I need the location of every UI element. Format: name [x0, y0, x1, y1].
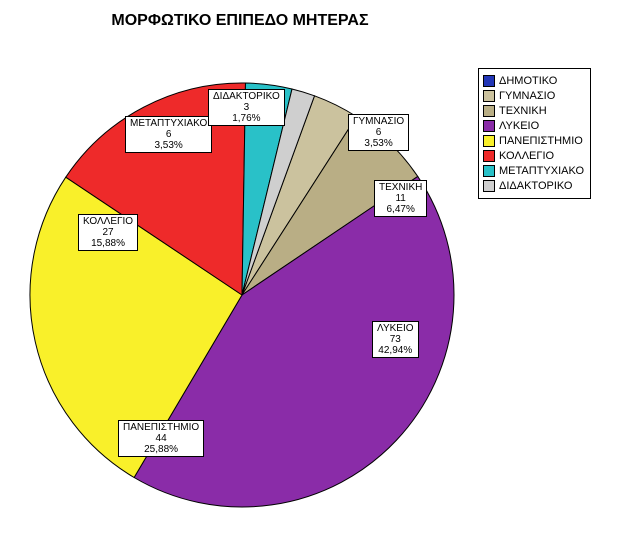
- slice-name: ΤΕΧΝΙΚΗ: [379, 182, 422, 193]
- slice-name: ΛΥΚΕΙΟ: [377, 323, 414, 334]
- slice-count: 27: [83, 227, 133, 238]
- legend-item: ΤΕΧΝΙΚΗ: [483, 104, 584, 118]
- legend-swatch: [483, 150, 495, 162]
- legend-item: ΚΟΛΛΕΓΙΟ: [483, 149, 584, 163]
- slice-percent: 15,88%: [83, 238, 133, 249]
- legend-label: ΔΗΜΟΤΙΚΟ: [499, 74, 557, 88]
- legend-swatch: [483, 180, 495, 192]
- legend-label: ΤΕΧΝΙΚΗ: [499, 104, 547, 118]
- slice-count: 6: [353, 127, 404, 138]
- slice-name: ΔΙΔΑΚΤΟΡΙΚΟ: [213, 91, 280, 102]
- slice-percent: 25,88%: [123, 444, 199, 455]
- slice-label-metaptyxiako: ΜΕΤΑΠΤΥΧΙΑΚΟ 6 3,53%: [125, 116, 212, 153]
- legend-swatch: [483, 135, 495, 147]
- slice-label-didaktoriko: ΔΙΔΑΚΤΟΡΙΚΟ 3 1,76%: [208, 89, 285, 126]
- slice-percent: 3,53%: [353, 138, 404, 149]
- legend-item: ΔΗΜΟΤΙΚΟ: [483, 74, 584, 88]
- legend-swatch: [483, 165, 495, 177]
- slice-percent: 42,94%: [377, 345, 414, 356]
- slice-count: 6: [130, 129, 207, 140]
- slice-name: ΜΕΤΑΠΤΥΧΙΑΚΟ: [130, 118, 207, 129]
- legend-label: ΚΟΛΛΕΓΙΟ: [499, 149, 554, 163]
- slice-count: 11: [379, 193, 422, 204]
- slice-percent: 1,76%: [213, 113, 280, 124]
- slice-percent: 3,53%: [130, 140, 207, 151]
- legend: ΔΗΜΟΤΙΚΟ ΓΥΜΝΑΣΙΟ ΤΕΧΝΙΚΗ ΛΥΚΕΙΟ ΠΑΝΕΠΙΣ…: [478, 68, 591, 199]
- slice-label-texniki: ΤΕΧΝΙΚΗ 11 6,47%: [374, 180, 427, 217]
- legend-label: ΛΥΚΕΙΟ: [499, 119, 539, 133]
- pie-chart: ΓΥΜΝΑΣΙΟ 6 3,53% ΤΕΧΝΙΚΗ 11 6,47% ΛΥΚΕΙΟ…: [22, 40, 462, 520]
- legend-item: ΛΥΚΕΙΟ: [483, 119, 584, 133]
- slice-name: ΓΥΜΝΑΣΙΟ: [353, 116, 404, 127]
- slice-name: ΠΑΝΕΠΙΣΤΗΜΙΟ: [123, 422, 199, 433]
- slice-label-lykeio: ΛΥΚΕΙΟ 73 42,94%: [372, 321, 419, 358]
- slice-label-kollegio: ΚΟΛΛΕΓΙΟ 27 15,88%: [78, 214, 138, 251]
- slice-count: 73: [377, 334, 414, 345]
- chart-title: ΜΟΡΦΩΤΙΚΟ ΕΠΙΠΕΔΟ ΜΗΤΕΡΑΣ: [0, 12, 480, 30]
- legend-item: ΠΑΝΕΠΙΣΤΗΜΙΟ: [483, 134, 584, 148]
- slice-count: 44: [123, 433, 199, 444]
- legend-label: ΠΑΝΕΠΙΣΤΗΜΙΟ: [499, 134, 583, 148]
- legend-swatch: [483, 105, 495, 117]
- legend-swatch: [483, 90, 495, 102]
- legend-item: ΓΥΜΝΑΣΙΟ: [483, 89, 584, 103]
- legend-item: ΔΙΔΑΚΤΟΡΙΚΟ: [483, 179, 584, 193]
- legend-label: ΔΙΔΑΚΤΟΡΙΚΟ: [499, 179, 572, 193]
- legend-label: ΓΥΜΝΑΣΙΟ: [499, 89, 555, 103]
- slice-count: 3: [213, 102, 280, 113]
- slice-percent: 6,47%: [379, 204, 422, 215]
- legend-label: ΜΕΤΑΠΤΥΧΙΑΚΟ: [499, 164, 584, 178]
- legend-swatch: [483, 120, 495, 132]
- slice-label-panepistimio: ΠΑΝΕΠΙΣΤΗΜΙΟ 44 25,88%: [118, 420, 204, 457]
- slice-name: ΚΟΛΛΕΓΙΟ: [83, 216, 133, 227]
- legend-swatch: [483, 75, 495, 87]
- legend-item: ΜΕΤΑΠΤΥΧΙΑΚΟ: [483, 164, 584, 178]
- slice-label-gymnasio: ΓΥΜΝΑΣΙΟ 6 3,53%: [348, 114, 409, 151]
